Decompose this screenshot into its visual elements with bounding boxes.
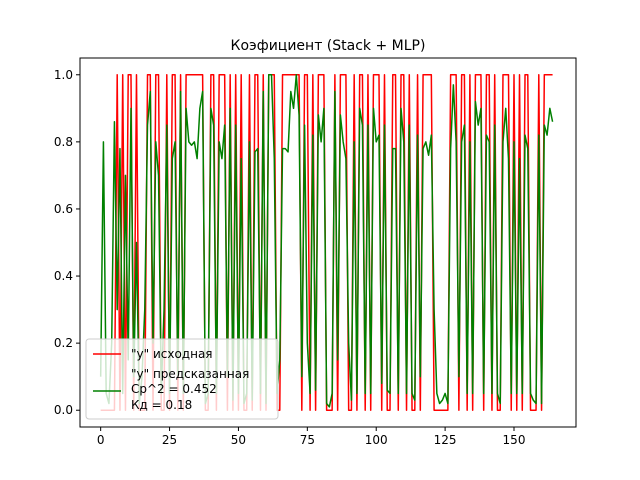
x-tick-label: 0 bbox=[97, 433, 105, 447]
y-tick-label: 0.8 bbox=[54, 135, 73, 149]
series-layer bbox=[99, 74, 554, 411]
x-axis: 0 25 50 75 100 125 150 bbox=[97, 427, 526, 447]
y-tick-label: 0.4 bbox=[54, 269, 73, 283]
y-tick-label: 1.0 bbox=[54, 68, 73, 82]
legend-box bbox=[85, 338, 279, 420]
x-tick-label: 75 bbox=[300, 433, 315, 447]
y-tick-label: 0.6 bbox=[54, 202, 73, 216]
x-tick-label: 100 bbox=[365, 433, 388, 447]
x-tick-label: 50 bbox=[231, 433, 246, 447]
legend-label-1: "y" предсказанная Cp^2 = 0.452 Кд = 0.18 bbox=[131, 367, 249, 412]
plot-area bbox=[79, 57, 577, 428]
legend: "y" исходная "y" предсказанная Cp^2 = 0.45… bbox=[85, 338, 279, 420]
plot-frame bbox=[79, 57, 577, 428]
x-tick-label: 125 bbox=[434, 433, 457, 447]
legend-entries: "y" исходная "y" предсказанная Cp^2 = 0.45… bbox=[93, 347, 249, 412]
x-tick-label: 150 bbox=[503, 433, 526, 447]
x-tick-label: 25 bbox=[162, 433, 177, 447]
y-tick-label: 0.0 bbox=[54, 403, 73, 417]
chart-title: Коэфициент (Stack + MLP) bbox=[231, 38, 426, 54]
series-line-1 bbox=[99, 74, 554, 408]
y-axis: 0.0 0.2 0.4 0.6 0.8 1.0 bbox=[54, 68, 80, 417]
y-tick-label: 0.2 bbox=[54, 336, 73, 350]
legend-label-0: "y" исходная bbox=[131, 347, 213, 361]
